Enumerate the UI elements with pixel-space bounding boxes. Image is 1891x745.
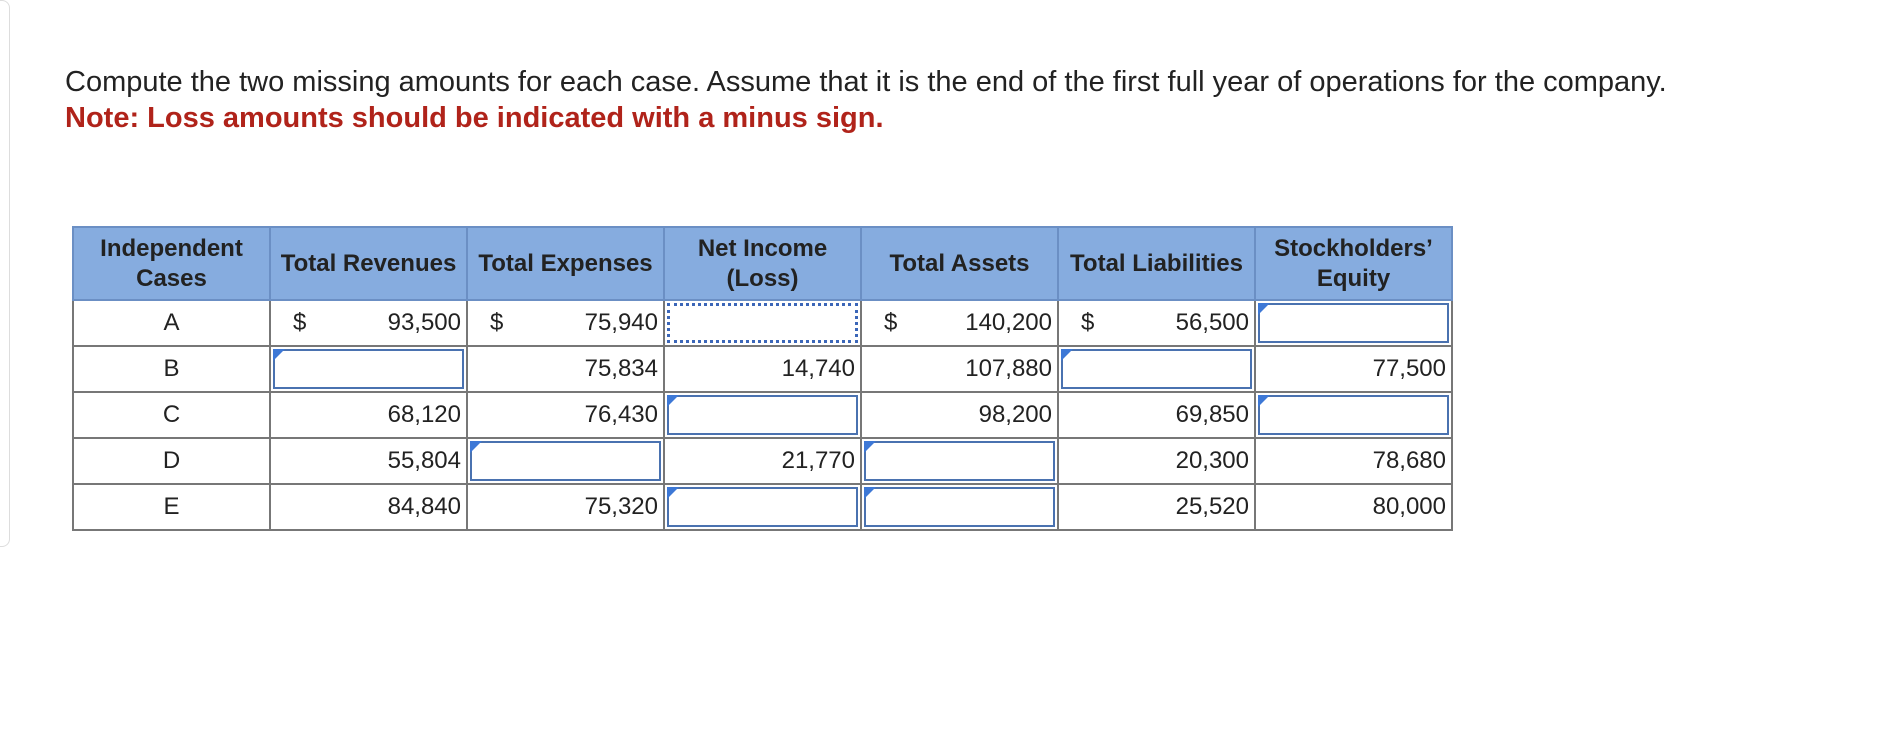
column-header: Independent Cases [72, 226, 271, 301]
amount-cell: $93,500 [269, 299, 468, 347]
amount-cell: 98,200 [860, 391, 1059, 439]
column-header: Total Expenses [466, 226, 665, 301]
amount-input[interactable] [667, 487, 858, 527]
amount-cell: 84,840 [269, 483, 468, 531]
amount-cell: 20,300 [1057, 437, 1256, 485]
amount-cell: $75,940 [466, 299, 665, 347]
input-cell [663, 299, 862, 347]
input-cell [663, 483, 862, 531]
amount-input[interactable] [1061, 349, 1252, 389]
amount-input[interactable] [864, 441, 1055, 481]
amount-cell: 80,000 [1254, 483, 1453, 531]
amount-cell: 75,834 [466, 345, 665, 393]
amount-input[interactable] [470, 441, 661, 481]
amount: 56,500 [1175, 309, 1249, 336]
amount: 75,940 [584, 309, 658, 336]
column-header: Stockholders’ Equity [1254, 226, 1453, 301]
table-row: E 84,840 75,320 25,520 80,000 [72, 483, 1453, 531]
column-header: Total Revenues [269, 226, 468, 301]
currency-symbol: $ [293, 309, 307, 336]
table-row: B 75,834 14,740 107,880 77,500 [72, 345, 1453, 393]
amount: 93,500 [387, 309, 461, 336]
instruction-note: Note: Loss amounts should be indicated w… [65, 102, 884, 134]
currency-symbol: $ [884, 309, 898, 336]
table-row: A $93,500 $75,940 $140,200 $56,500 [72, 299, 1453, 347]
instructions: Compute the two missing amounts for each… [65, 64, 1667, 136]
currency-symbol: $ [490, 309, 504, 336]
input-cell [1057, 345, 1256, 393]
amount-cell: $56,500 [1057, 299, 1256, 347]
amount-cell: 68,120 [269, 391, 468, 439]
currency-symbol: $ [1081, 309, 1095, 336]
header-row: Independent Cases Total Revenues Total Exp… [72, 226, 1453, 301]
amount-cell: 69,850 [1057, 391, 1256, 439]
amount-input[interactable] [667, 303, 858, 343]
case-label: B [72, 345, 271, 393]
amount-input[interactable] [864, 487, 1055, 527]
input-cell [663, 391, 862, 439]
case-label: C [72, 391, 271, 439]
input-cell [269, 345, 468, 393]
instruction-text: Compute the two missing amounts for each… [65, 66, 1667, 98]
column-header: Net Income (Loss) [663, 226, 862, 301]
amount-input[interactable] [1258, 395, 1449, 435]
input-cell [1254, 299, 1453, 347]
column-header: Total Assets [860, 226, 1059, 301]
table-row: D 55,804 21,770 20,300 78,680 [72, 437, 1453, 485]
input-cell [1254, 391, 1453, 439]
amount-input[interactable] [273, 349, 464, 389]
column-header: Total Liabilities [1057, 226, 1256, 301]
input-cell [860, 437, 1059, 485]
amount-cell: 107,880 [860, 345, 1059, 393]
amount: 140,200 [965, 309, 1052, 336]
amount-cell: 75,320 [466, 483, 665, 531]
amount-cell: 77,500 [1254, 345, 1453, 393]
amount-cell: 25,520 [1057, 483, 1256, 531]
case-label: E [72, 483, 271, 531]
amount-cell: 21,770 [663, 437, 862, 485]
input-cell [466, 437, 665, 485]
amount-cell: $140,200 [860, 299, 1059, 347]
amount-input[interactable] [1258, 303, 1449, 343]
amount-cell: 76,430 [466, 391, 665, 439]
amount-cell: 14,740 [663, 345, 862, 393]
case-label: D [72, 437, 271, 485]
amount-cell: 78,680 [1254, 437, 1453, 485]
input-cell [860, 483, 1059, 531]
side-panel [0, 0, 10, 547]
case-label: A [72, 299, 271, 347]
cases-table: Independent Cases Total Revenues Total Exp… [72, 226, 1453, 531]
amount-input[interactable] [667, 395, 858, 435]
table-body: A $93,500 $75,940 $140,200 $56,500 B 75,834 14,… [72, 299, 1453, 531]
amount-cell: 55,804 [269, 437, 468, 485]
table-row: C 68,120 76,430 98,200 69,850 [72, 391, 1453, 439]
